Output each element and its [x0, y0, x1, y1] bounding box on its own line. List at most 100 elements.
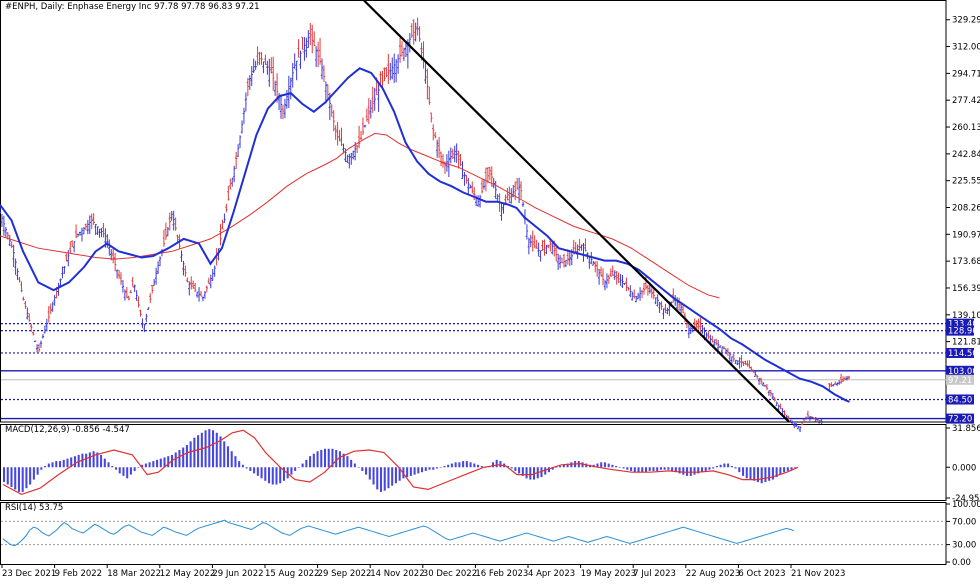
- macd-histogram-bar: [312, 453, 315, 468]
- macd-histogram-bar: [712, 467, 715, 469]
- macd-histogram-bar: [32, 467, 35, 480]
- macd-header: MACD(12,26,9) -0.856 -4.547: [5, 425, 130, 435]
- macd-histogram-bar: [365, 467, 368, 475]
- macd-histogram-bar: [749, 467, 752, 480]
- macd-histogram-bar: [152, 461, 155, 468]
- macd-histogram-bar: [253, 467, 256, 474]
- macd-histogram-bar: [70, 457, 73, 468]
- x-axis-label: 21 Nov 2023: [791, 569, 845, 579]
- macd-histogram-bar: [547, 467, 550, 473]
- main-chart-header: #ENPH, Daily: Enphase Energy Inc 97.78 9…: [5, 2, 260, 12]
- macd-histogram-bar: [350, 459, 353, 468]
- macd-histogram-bar: [398, 467, 401, 481]
- macd-histogram-bar: [29, 467, 32, 485]
- macd-histogram-bar: [659, 467, 662, 470]
- price-y-tick-label: 121.81: [952, 338, 980, 348]
- price-level-label: 128.90: [948, 327, 978, 337]
- macd-histogram-bar: [656, 467, 659, 471]
- macd-histogram-bar: [208, 429, 211, 468]
- macd-histogram-bar: [551, 467, 554, 470]
- macd-histogram-bar: [73, 456, 76, 468]
- price-level-label: 133.40: [948, 320, 978, 330]
- macd-histogram-bar: [137, 467, 140, 468]
- macd-histogram-bar: [376, 467, 379, 490]
- macd-histogram-bar: [126, 467, 129, 479]
- macd-histogram-bar: [327, 448, 330, 468]
- x-axis-label: 6 Oct 2023: [738, 569, 785, 579]
- x-axis-label: 4 Apr 2023: [528, 569, 575, 579]
- macd-histogram-bar: [335, 450, 338, 468]
- rsi-y-tick-label: 70.00: [952, 517, 976, 527]
- macd-histogram-bar: [435, 467, 439, 469]
- macd-histogram-bar: [346, 456, 349, 468]
- macd-histogram-bar: [264, 467, 267, 481]
- price-level-tag: [946, 365, 974, 376]
- macd-histogram-bar: [443, 466, 446, 468]
- macd-histogram-bar: [600, 462, 603, 468]
- x-axis-label: 22 Aug 2023: [686, 569, 740, 579]
- macd-histogram-bar: [518, 467, 521, 474]
- macd-histogram-bar: [238, 461, 241, 468]
- macd-histogram-bar: [141, 464, 144, 468]
- price-y-tick-label: 242.84: [952, 150, 980, 160]
- x-axis-label: 29 Sep 2022: [318, 569, 372, 579]
- macd-histogram-bar: [413, 467, 416, 475]
- macd-histogram-bar: [10, 467, 13, 487]
- downtrend-line: [362, 0, 790, 423]
- macd-histogram-bar: [178, 450, 181, 468]
- macd-histogram-bar: [290, 467, 293, 475]
- macd-histogram-bar: [271, 467, 274, 485]
- macd-histogram-bar: [764, 467, 767, 483]
- macd-histogram-bar: [596, 463, 599, 468]
- macd-histogram-bar: [622, 467, 625, 469]
- macd-histogram-bar: [678, 467, 681, 474]
- macd-histogram-bar: [409, 467, 412, 476]
- macd-histogram-bar: [417, 467, 420, 474]
- macd-histogram-bar: [514, 467, 517, 471]
- macd-histogram-bar: [100, 454, 103, 468]
- macd-histogram-bar: [663, 467, 666, 470]
- macd-histogram-bar: [697, 467, 700, 474]
- macd-histogram-bar: [174, 452, 177, 468]
- price-level-label: 103.00: [948, 367, 978, 377]
- macd-histogram-bar: [51, 462, 54, 468]
- macd-histogram-bar: [316, 451, 319, 468]
- macd-histogram-bar: [148, 462, 151, 468]
- macd-histogram-bar: [682, 467, 685, 475]
- price-y-tick-label: 173.68: [952, 257, 980, 267]
- x-axis-label: 23 Dec 2021: [2, 569, 56, 579]
- macd-histogram-bar: [603, 462, 606, 468]
- macd-histogram-bar: [226, 446, 229, 468]
- macd-signal-line: [2, 429, 799, 496]
- price-level-tag: [946, 413, 974, 424]
- macd-histogram-bar: [693, 467, 696, 475]
- macd-histogram-bar: [462, 461, 465, 468]
- macd-histogram-bar: [245, 467, 248, 469]
- macd-histogram-bar: [163, 457, 166, 468]
- rsi-line: [2, 519, 795, 547]
- macd-histogram-bar: [768, 467, 771, 481]
- macd-histogram-bar: [421, 467, 424, 473]
- macd-histogram-bar: [21, 467, 24, 492]
- macd-histogram-bar: [331, 448, 334, 468]
- macd-histogram-bar: [477, 464, 480, 468]
- macd-histogram-bar: [521, 467, 524, 476]
- rsi-y-tick-label: 100.00: [952, 500, 980, 510]
- macd-histogram-bar: [738, 467, 741, 473]
- macd-histogram-bar: [167, 456, 170, 468]
- macd-histogram-bar: [644, 467, 648, 473]
- macd-histogram-bar: [372, 467, 375, 485]
- price-y-tick-label: 190.97: [952, 230, 980, 240]
- fast-moving-average: [0, 67, 850, 403]
- macd-histogram-bar: [234, 456, 237, 468]
- x-axis-label: 30 Dec 2022: [423, 569, 477, 579]
- macd-histogram-bar: [465, 461, 468, 468]
- macd-histogram-bar: [241, 464, 244, 468]
- macd-histogram-bar: [581, 462, 584, 468]
- macd-histogram-bar: [719, 464, 722, 468]
- macd-histogram-bar: [342, 453, 345, 468]
- x-axis-label: 15 Aug 2022: [265, 569, 319, 579]
- macd-histogram-bar: [742, 467, 745, 476]
- macd-histogram-bar: [320, 450, 323, 468]
